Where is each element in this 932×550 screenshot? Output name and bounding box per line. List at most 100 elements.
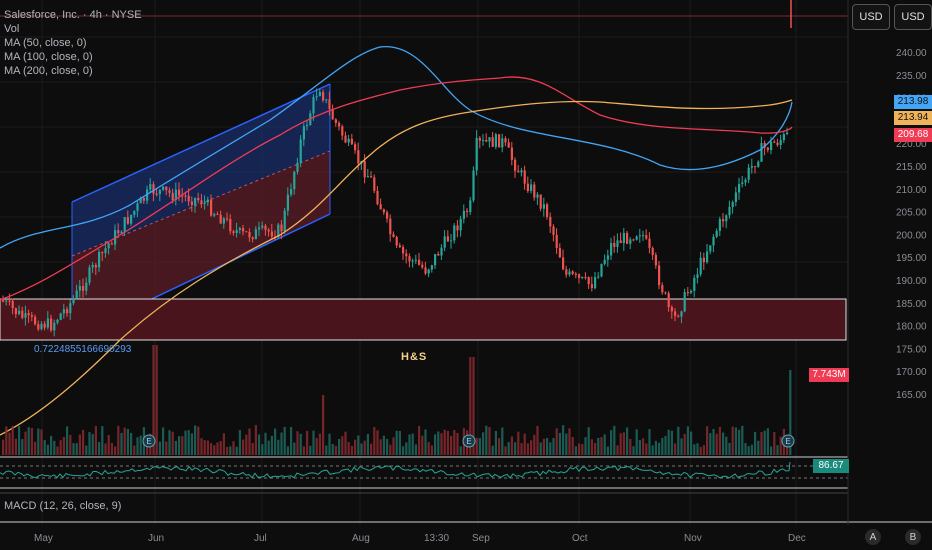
volume-bar	[181, 436, 184, 455]
candle-body	[142, 197, 145, 201]
candle-body	[424, 267, 427, 274]
volume-bar	[686, 426, 689, 455]
volume-bar	[766, 428, 769, 455]
volume-bar	[53, 440, 56, 455]
candle-body	[510, 147, 513, 160]
candle-body	[603, 259, 606, 264]
volume-bar	[443, 429, 446, 455]
legend-ma100[interactable]: MA (100, close, 0)	[4, 51, 93, 63]
candle-body	[520, 170, 523, 173]
volume-bar	[494, 431, 497, 455]
volume-bar	[27, 427, 30, 455]
volume-bar	[789, 370, 792, 455]
candle-body	[382, 209, 385, 213]
volume-bar	[485, 425, 488, 455]
volume-bar	[715, 433, 718, 455]
candle-body	[94, 265, 97, 268]
price-axis-label: 175.00	[896, 344, 927, 355]
volume-bar	[414, 444, 417, 455]
price-axis-label: 185.00	[896, 299, 927, 310]
candle-body	[123, 217, 126, 232]
volume-bar	[318, 433, 321, 455]
currency-button-1[interactable]: USD	[852, 4, 890, 30]
legend-ma50[interactable]: MA (50, close, 0)	[4, 37, 87, 49]
compare-a-button[interactable]: A	[865, 529, 881, 545]
volume-bar	[424, 429, 427, 455]
volume-bar	[574, 446, 577, 455]
volume-bar	[421, 435, 424, 455]
time-axis[interactable]: May Jun Jul Aug 13:30 Sep Oct Nov Dec	[34, 533, 806, 544]
volume-bar	[437, 431, 440, 455]
price-axis-label: 180.00	[896, 322, 927, 333]
candle-body	[459, 218, 462, 231]
volume-bar	[14, 438, 17, 455]
volume-bar	[702, 445, 705, 455]
candle-body	[722, 219, 725, 222]
volume-bar	[280, 432, 283, 455]
candle-body	[594, 277, 597, 289]
volume-bar	[392, 437, 395, 455]
volume-bar	[126, 429, 129, 455]
candle-body	[757, 161, 760, 167]
volume-bar	[645, 443, 648, 455]
volume-bar	[754, 431, 757, 455]
volume-bar	[341, 436, 344, 455]
candle-body	[613, 242, 616, 247]
candle-body	[411, 260, 414, 262]
volume-bar	[526, 443, 529, 455]
candle-body	[30, 315, 33, 317]
candle-body	[232, 231, 235, 233]
volume-bar	[24, 431, 27, 455]
candle-body	[72, 298, 75, 304]
volume-bar	[648, 429, 651, 455]
volume-bar	[616, 445, 619, 455]
volume-bar	[146, 443, 149, 455]
candle-body	[24, 313, 27, 318]
candle-body	[280, 224, 283, 232]
volume-bar	[427, 442, 430, 455]
legend-ma200[interactable]: MA (200, close, 0)	[4, 65, 93, 77]
candle-body	[251, 237, 254, 240]
volume-bar	[507, 442, 510, 455]
currency-button-2[interactable]: USD	[894, 4, 932, 30]
volume-bar	[549, 442, 552, 455]
candle-body	[664, 292, 667, 294]
volume-bar	[222, 433, 225, 455]
volume-bar	[350, 445, 353, 455]
candle-body	[315, 95, 318, 98]
volume-bar	[395, 430, 398, 455]
time-axis-label: Oct	[572, 533, 588, 544]
legend-macd[interactable]: MACD (12, 26, close, 9)	[4, 500, 122, 512]
volume-bar	[110, 442, 113, 455]
volume-bar	[213, 445, 216, 455]
time-axis-label: Jul	[254, 533, 267, 544]
candle-body	[712, 236, 715, 246]
legend-vol[interactable]: Vol	[4, 23, 20, 35]
volume-bar	[8, 432, 11, 455]
candle-body	[693, 277, 696, 291]
volume-bar	[235, 446, 238, 455]
volume-bar	[50, 435, 53, 455]
candle-body	[194, 197, 197, 206]
candle-body	[117, 230, 120, 234]
candle-body	[501, 138, 504, 148]
volume-bar	[382, 435, 385, 455]
candle-body	[731, 202, 734, 207]
volume-bar	[398, 430, 401, 455]
candle-body	[283, 210, 286, 232]
volume-bar	[610, 430, 613, 455]
volume-bar	[309, 445, 312, 455]
volume-bar	[539, 442, 542, 455]
candle-body	[766, 147, 769, 150]
compare-b-button[interactable]: B	[905, 529, 921, 545]
candle-body	[379, 204, 382, 210]
volume-bar	[565, 433, 568, 455]
symbol-title[interactable]: Salesforce, Inc. · 4h · NYSE	[4, 9, 142, 21]
candle-body	[341, 126, 344, 136]
volume-bar	[306, 430, 309, 455]
candle-body	[446, 236, 449, 242]
candle-body	[616, 240, 619, 247]
candle-body	[677, 315, 680, 317]
volume-bar	[670, 430, 673, 455]
